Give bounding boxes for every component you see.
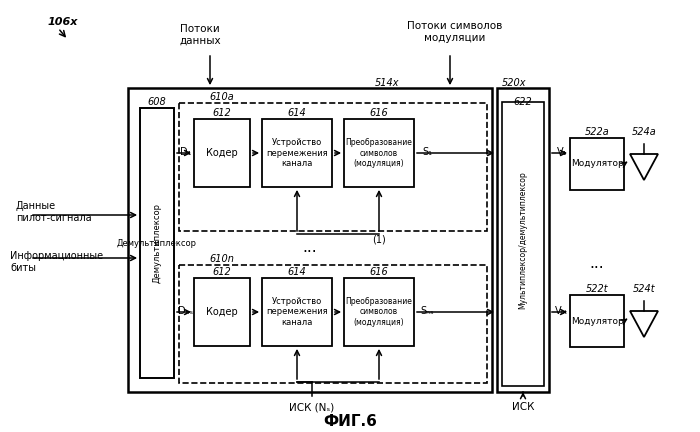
Text: 616: 616 xyxy=(370,267,389,277)
Text: Sₙₛ: Sₙₛ xyxy=(420,306,433,316)
Bar xyxy=(128,88,492,392)
Text: ИСК (Nₛ): ИСК (Nₛ) xyxy=(289,402,335,412)
Text: Демультиплексор: Демультиплексор xyxy=(117,238,197,248)
Text: 520x: 520x xyxy=(502,78,526,88)
Text: ...: ... xyxy=(589,255,604,270)
Text: 106x: 106x xyxy=(48,17,78,27)
Text: Кодер: Кодер xyxy=(206,307,238,317)
Text: ФИГ.6: ФИГ.6 xyxy=(323,414,377,429)
Text: 524a: 524a xyxy=(631,127,657,137)
Text: Данные
пилот-сигнала: Данные пилот-сигнала xyxy=(16,201,92,223)
Text: Dₙₛ: Dₙₛ xyxy=(178,306,193,316)
Text: Vₙₜ: Vₙₜ xyxy=(555,306,568,316)
Bar xyxy=(262,119,332,187)
Text: Модулятор: Модулятор xyxy=(570,159,624,168)
Bar xyxy=(570,295,624,347)
Text: 614: 614 xyxy=(288,108,307,118)
Text: Преобразование
символов
(модуляция): Преобразование символов (модуляция) xyxy=(346,138,412,168)
Text: 610a: 610a xyxy=(209,92,234,102)
Text: Демультиплексор: Демультиплексор xyxy=(153,203,162,283)
Text: ИСК: ИСК xyxy=(512,402,534,412)
Text: 514x: 514x xyxy=(375,78,400,88)
Text: S₁: S₁ xyxy=(422,147,432,157)
Text: D₁: D₁ xyxy=(180,147,192,157)
Text: 524t: 524t xyxy=(633,284,655,294)
Text: 522a: 522a xyxy=(584,127,610,137)
Text: 616: 616 xyxy=(370,108,389,118)
Text: V₁: V₁ xyxy=(557,147,568,157)
Bar xyxy=(179,103,487,231)
Text: 614: 614 xyxy=(288,267,307,277)
Bar xyxy=(497,88,549,392)
Text: 608: 608 xyxy=(148,97,167,107)
Text: 612: 612 xyxy=(213,267,232,277)
Text: 622: 622 xyxy=(514,97,533,107)
Text: Потоки
данных: Потоки данных xyxy=(179,24,220,46)
Text: Потоки символов
модуляции: Потоки символов модуляции xyxy=(407,21,503,43)
Bar xyxy=(194,278,250,346)
Bar xyxy=(502,102,544,386)
Text: Кодер: Кодер xyxy=(206,148,238,158)
Bar xyxy=(179,265,487,383)
Text: ...: ... xyxy=(302,241,317,255)
Text: Устройство
перемежения
канала: Устройство перемежения канала xyxy=(266,138,328,168)
Text: 522t: 522t xyxy=(586,284,608,294)
Text: Информационные
биты: Информационные биты xyxy=(10,251,103,273)
Text: Устройство
перемежения
канала: Устройство перемежения канала xyxy=(266,297,328,327)
Text: Мультиплексор/демультиплексор: Мультиплексор/демультиплексор xyxy=(519,171,528,309)
Bar xyxy=(140,108,174,378)
Text: (1): (1) xyxy=(372,235,386,245)
Bar xyxy=(570,138,624,190)
Text: 610n: 610n xyxy=(209,254,234,264)
Bar xyxy=(194,119,250,187)
Text: 612: 612 xyxy=(213,108,232,118)
Text: Преобразование
символов
(модуляция): Преобразование символов (модуляция) xyxy=(346,297,412,327)
Bar xyxy=(262,278,332,346)
Text: Модулятор: Модулятор xyxy=(570,317,624,325)
Bar xyxy=(344,119,414,187)
Bar xyxy=(344,278,414,346)
